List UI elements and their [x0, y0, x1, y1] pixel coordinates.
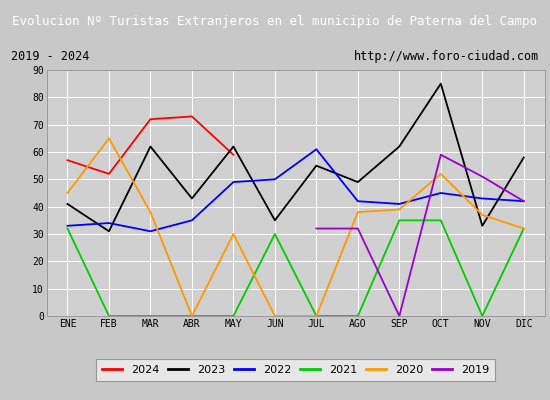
2024 — [64, 158, 71, 162]
2023 — [106, 229, 112, 234]
2020 — [147, 210, 154, 214]
2023 — [520, 155, 527, 160]
2022 — [106, 221, 112, 226]
2022 — [313, 147, 320, 152]
2022 — [230, 180, 236, 184]
2021 — [64, 226, 71, 231]
2021 — [313, 314, 320, 318]
2020 — [64, 191, 71, 196]
Line: 2021: 2021 — [68, 220, 524, 316]
2020 — [520, 226, 527, 231]
Line: 2024: 2024 — [68, 116, 233, 174]
2024 — [147, 117, 154, 122]
Legend: 2024, 2023, 2022, 2021, 2020, 2019: 2024, 2023, 2022, 2021, 2020, 2019 — [96, 359, 495, 380]
2022 — [355, 199, 361, 204]
2022 — [64, 223, 71, 228]
2022 — [189, 218, 195, 223]
2023 — [189, 196, 195, 201]
Line: 2022: 2022 — [68, 149, 524, 231]
2023 — [396, 144, 403, 149]
2023 — [313, 163, 320, 168]
2021 — [230, 314, 236, 318]
2020 — [437, 172, 444, 176]
2021 — [396, 218, 403, 223]
2022 — [147, 229, 154, 234]
2023 — [64, 202, 71, 206]
2022 — [479, 196, 486, 201]
2020 — [272, 314, 278, 318]
Text: Evolucion Nº Turistas Extranjeros en el municipio de Paterna del Campo: Evolucion Nº Turistas Extranjeros en el … — [13, 14, 537, 28]
2020 — [230, 232, 236, 236]
2023 — [230, 144, 236, 149]
2021 — [355, 314, 361, 318]
2021 — [106, 314, 112, 318]
2024 — [230, 152, 236, 157]
2020 — [189, 314, 195, 318]
2021 — [437, 218, 444, 223]
2023 — [479, 223, 486, 228]
2020 — [479, 212, 486, 217]
2024 — [106, 172, 112, 176]
2021 — [520, 226, 527, 231]
2020 — [396, 207, 403, 212]
2020 — [106, 136, 112, 141]
2022 — [396, 202, 403, 206]
2021 — [272, 232, 278, 236]
2022 — [520, 199, 527, 204]
2022 — [272, 177, 278, 182]
2020 — [355, 210, 361, 214]
2020 — [313, 314, 320, 318]
2021 — [189, 314, 195, 318]
2023 — [147, 144, 154, 149]
Text: 2019 - 2024: 2019 - 2024 — [11, 50, 89, 63]
2021 — [147, 314, 154, 318]
2023 — [437, 81, 444, 86]
Line: 2020: 2020 — [68, 138, 524, 316]
Line: 2023: 2023 — [68, 84, 524, 231]
Text: http://www.foro-ciudad.com: http://www.foro-ciudad.com — [354, 50, 539, 63]
2021 — [479, 314, 486, 318]
2023 — [355, 180, 361, 184]
2023 — [272, 218, 278, 223]
2022 — [437, 191, 444, 196]
2024 — [189, 114, 195, 119]
